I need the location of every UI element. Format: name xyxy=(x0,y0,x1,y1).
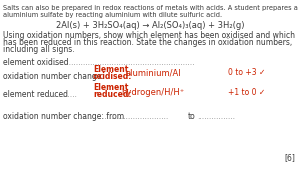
Text: hydrogen/H/H⁺: hydrogen/H/H⁺ xyxy=(122,88,184,97)
Text: Element: Element xyxy=(93,65,128,74)
Text: reduced:: reduced: xyxy=(93,90,131,99)
Text: including all signs.: including all signs. xyxy=(3,45,75,54)
Text: oxidised:: oxidised: xyxy=(93,72,132,81)
Text: aluminium sulfate by reacting aluminium with dilute sulfuric acid.: aluminium sulfate by reacting aluminium … xyxy=(3,12,222,18)
Text: ............................................................: ........................................… xyxy=(52,58,194,67)
Text: 2Al(s) + 3H₂SO₄(aq) → Al₂(SO₄)₃(aq) + 3H₂(g): 2Al(s) + 3H₂SO₄(aq) → Al₂(SO₄)₃(aq) + 3H… xyxy=(56,21,244,30)
Text: element reduced: element reduced xyxy=(3,90,68,99)
Text: Using oxidation numbers, show which element has been oxidised and which: Using oxidation numbers, show which elem… xyxy=(3,31,295,40)
Text: to: to xyxy=(188,112,196,121)
Text: oxidation number change:: oxidation number change: xyxy=(3,72,104,81)
Text: [6]: [6] xyxy=(284,153,295,162)
Text: 0 to +3 ✓: 0 to +3 ✓ xyxy=(228,68,266,77)
Text: Element: Element xyxy=(93,83,128,92)
Text: oxidation number change: from: oxidation number change: from xyxy=(3,112,124,121)
Text: has been reduced in this reaction. State the changes in oxidation numbers,: has been reduced in this reaction. State… xyxy=(3,38,292,47)
Text: ......................................: ...................................... xyxy=(78,112,168,121)
Text: element oxidised: element oxidised xyxy=(3,58,69,67)
Text: aluminium/Al: aluminium/Al xyxy=(125,68,181,77)
Text: +1 to 0 ✓: +1 to 0 ✓ xyxy=(228,88,265,97)
Text: .............: ............. xyxy=(46,90,77,99)
Text: ................: ................ xyxy=(197,112,235,121)
Text: Salts can also be prepared in redox reactions of metals with acids. A student pr: Salts can also be prepared in redox reac… xyxy=(3,5,300,11)
